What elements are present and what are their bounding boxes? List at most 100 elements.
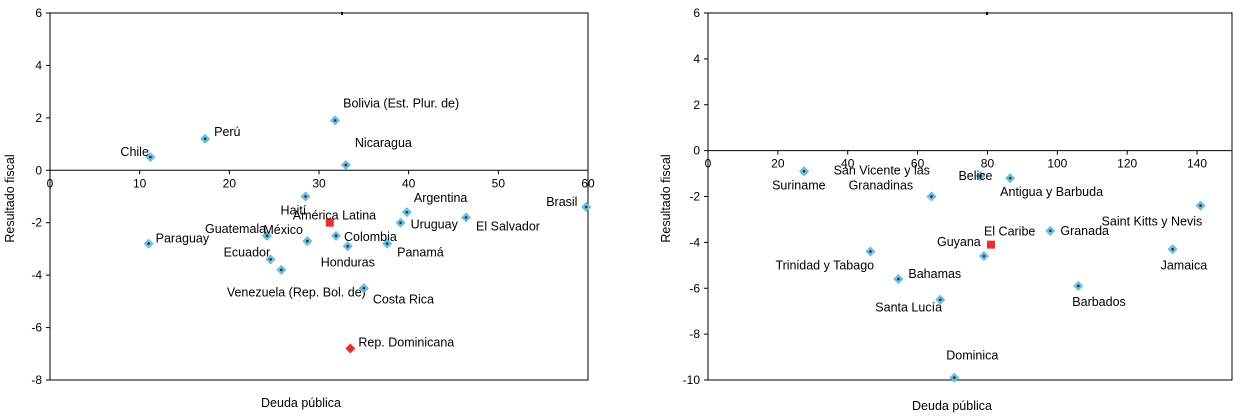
x-tick-label: 30	[312, 176, 326, 190]
point-label: América Latina	[293, 209, 376, 223]
y-tick-label: -10	[683, 373, 701, 387]
y-tick-label: 6	[35, 6, 42, 20]
data-point-center	[1048, 229, 1052, 233]
x-tick-label: 40	[402, 176, 416, 190]
point-label: Honduras	[321, 255, 375, 269]
plot-frame	[707, 12, 1233, 381]
point-label: Paraguay	[156, 232, 210, 246]
data-point-center	[979, 174, 982, 178]
data-point-center	[399, 221, 402, 225]
data-point-center	[203, 137, 207, 141]
point-label: Santa Lucía	[875, 301, 942, 315]
data-point-center	[464, 216, 468, 219]
x-tick-label: 50	[492, 176, 506, 190]
data-point-center	[1008, 176, 1012, 180]
y-tick-label: -2	[31, 216, 42, 230]
x-tick-label: 60	[581, 176, 595, 190]
point-label: Saint Kitts y Nevis	[1102, 215, 1203, 229]
point-label: Granada	[1060, 224, 1109, 238]
point-label: Suriname	[772, 178, 826, 192]
data-point-center	[333, 119, 337, 122]
data-point-center	[405, 210, 409, 214]
point-label: Guatemala	[205, 222, 266, 236]
point-label: Panamá	[397, 246, 444, 260]
point-label: Venezuela (Rep. Bol. de)	[227, 285, 366, 299]
x-axis-label: Deuda pública	[261, 396, 341, 410]
point-label: Trinidad y Tabago	[775, 259, 874, 273]
x-tick-label: 120	[1117, 157, 1137, 171]
y-tick-label: 0	[693, 144, 700, 158]
point-label: Chile	[120, 145, 149, 159]
data-point-center	[930, 195, 933, 198]
y-tick-label: -6	[689, 281, 700, 295]
data-point-center	[344, 163, 348, 167]
data-point-center	[982, 254, 986, 258]
point-label: Haití	[281, 204, 307, 218]
y-tick-label: -8	[31, 373, 42, 387]
x-tick-label: 10	[133, 176, 147, 190]
y-tick-label: 2	[35, 111, 42, 125]
point-label: Bolivia (Est. Plur. de)	[343, 96, 459, 110]
x-tick-label: 0	[47, 176, 54, 190]
data-point-center	[385, 242, 389, 246]
point-label: Brasil	[546, 195, 577, 209]
data-point-center	[279, 268, 283, 272]
data-point-center	[802, 169, 806, 173]
y-tick-label: -8	[689, 327, 700, 341]
x-tick-label: 80	[981, 157, 995, 171]
data-point-center	[938, 298, 942, 302]
data-point-center	[362, 286, 366, 290]
point-label: Rep. Dominicana	[358, 336, 454, 350]
y-tick-label: 0	[35, 163, 42, 177]
data-point-center	[304, 195, 307, 198]
plot-frame	[49, 12, 589, 381]
data-point-center	[896, 277, 900, 281]
x-tick-label: 140	[1187, 157, 1207, 171]
x-axis-label: Deuda pública	[912, 399, 992, 413]
y-tick-label: 2	[693, 98, 700, 112]
point-label: Ecuador	[224, 245, 271, 259]
point-label: Colombia	[344, 230, 397, 244]
x-tick-label: 20	[223, 176, 237, 190]
point-label: Barbados	[1072, 295, 1126, 309]
aggregate-marker	[986, 240, 995, 249]
point-label: El Salvador	[476, 219, 540, 233]
point-label: Belice	[958, 169, 992, 183]
point-label: Jamaica	[1161, 258, 1208, 272]
highlight-marker	[345, 343, 356, 354]
point-label: Perú	[214, 125, 240, 139]
data-point-center	[305, 239, 309, 243]
data-point-center	[584, 205, 588, 209]
data-point-center	[952, 376, 956, 380]
point-label: El Caribe	[984, 225, 1035, 239]
point-label: Costa Rica	[373, 292, 434, 306]
data-point-center	[869, 250, 872, 253]
x-tick-label: 20	[771, 157, 785, 171]
data-point-center	[147, 242, 151, 246]
y-axis-label: Resultado fiscal	[3, 154, 17, 242]
point-label: Uruguay	[411, 218, 459, 232]
y-tick-label: -2	[689, 190, 700, 204]
point-label: Dominica	[946, 349, 998, 363]
x-tick-label: 0	[705, 157, 712, 171]
y-tick-label: -4	[31, 268, 42, 282]
x-tick-label: 40	[841, 157, 855, 171]
aggregate-marker	[325, 218, 334, 227]
data-point-center	[334, 234, 338, 238]
point-label: México	[263, 223, 303, 237]
data-point-center	[265, 234, 269, 238]
point-label: Antigua y Barbuda	[1000, 185, 1103, 199]
data-point-center	[346, 244, 350, 248]
y-tick-label: 4	[693, 52, 700, 66]
point-label: Nicaragua	[355, 136, 412, 150]
data-point-center	[269, 258, 272, 261]
y-tick-label: 4	[35, 58, 42, 72]
point-label: Guyana	[937, 235, 981, 249]
point-label: San Vicente y las Granadinas	[834, 164, 930, 193]
data-point-center	[1199, 204, 1202, 208]
data-point-center	[149, 155, 152, 159]
x-tick-label: 100	[1047, 157, 1067, 171]
